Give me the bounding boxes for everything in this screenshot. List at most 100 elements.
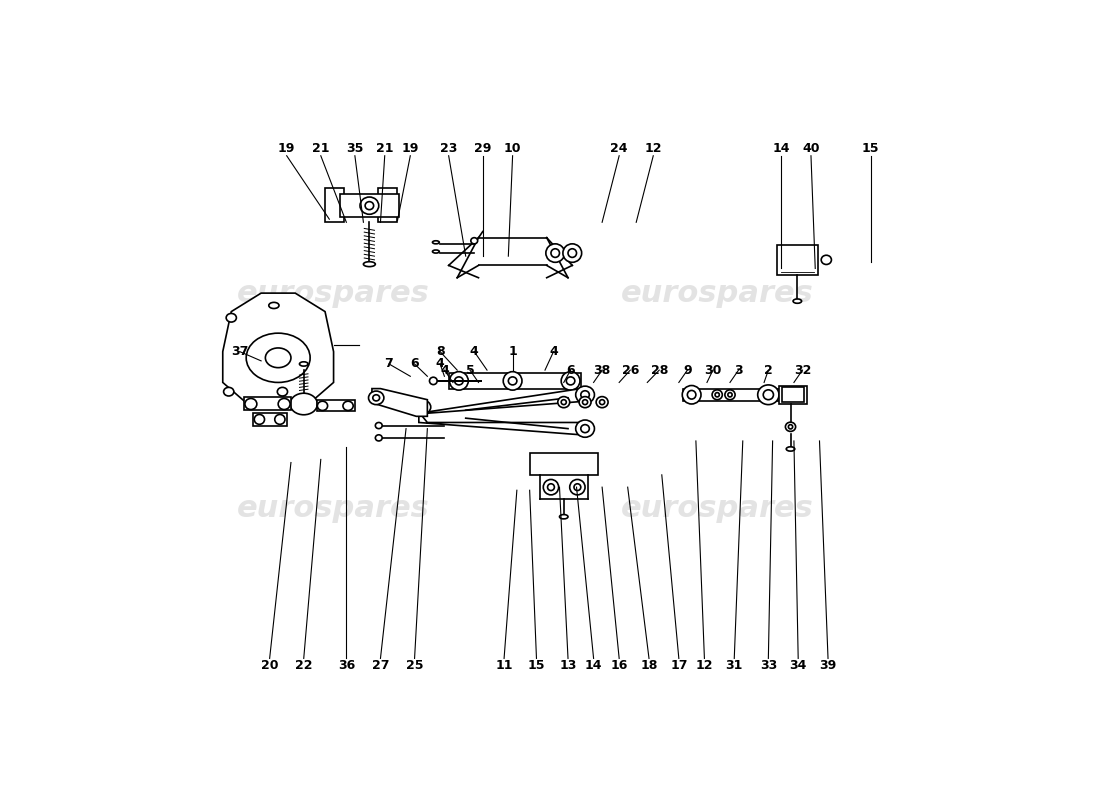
Ellipse shape (223, 387, 234, 396)
Text: 19: 19 (278, 142, 296, 155)
Ellipse shape (725, 390, 735, 400)
Ellipse shape (254, 414, 264, 424)
Text: 12: 12 (645, 142, 662, 155)
Ellipse shape (363, 262, 375, 266)
Bar (378, 188, 397, 222)
Ellipse shape (275, 414, 285, 424)
Text: 15: 15 (862, 142, 879, 155)
Text: 25: 25 (406, 659, 424, 672)
Text: 26: 26 (621, 364, 639, 377)
Ellipse shape (561, 400, 566, 405)
Text: 13: 13 (559, 659, 576, 672)
Text: 2: 2 (764, 364, 772, 377)
Text: 34: 34 (790, 659, 807, 672)
Ellipse shape (227, 314, 236, 322)
Ellipse shape (543, 479, 559, 495)
Bar (449, 373, 581, 389)
Text: 15: 15 (528, 659, 546, 672)
Ellipse shape (343, 402, 353, 410)
Ellipse shape (318, 402, 328, 410)
Bar (326, 188, 344, 222)
Ellipse shape (758, 385, 779, 405)
Ellipse shape (566, 377, 575, 385)
Ellipse shape (558, 397, 570, 408)
Text: 40: 40 (802, 142, 820, 155)
Ellipse shape (548, 484, 554, 490)
Ellipse shape (563, 244, 582, 262)
Ellipse shape (503, 372, 522, 390)
Ellipse shape (450, 372, 469, 390)
Text: 37: 37 (231, 345, 249, 358)
Text: 30: 30 (704, 364, 722, 377)
Text: 18: 18 (640, 659, 658, 672)
Ellipse shape (277, 387, 287, 396)
Text: 4: 4 (470, 345, 478, 358)
Ellipse shape (299, 362, 308, 366)
Ellipse shape (581, 390, 590, 398)
Text: 19: 19 (402, 142, 419, 155)
Text: 14: 14 (585, 659, 603, 672)
Text: 24: 24 (610, 142, 628, 155)
Ellipse shape (365, 202, 374, 210)
Ellipse shape (715, 393, 719, 397)
Text: 36: 36 (338, 659, 355, 672)
Ellipse shape (574, 484, 581, 490)
Text: eurospares: eurospares (238, 494, 430, 523)
Text: 31: 31 (726, 659, 742, 672)
Text: 39: 39 (820, 659, 837, 672)
Text: eurospares: eurospares (620, 278, 814, 308)
Text: 6: 6 (410, 358, 419, 370)
Ellipse shape (688, 390, 696, 399)
Text: 28: 28 (650, 364, 668, 377)
Text: 10: 10 (504, 142, 521, 155)
Ellipse shape (763, 390, 773, 400)
Text: 22: 22 (295, 659, 312, 672)
Text: 1: 1 (508, 345, 517, 358)
Ellipse shape (575, 420, 594, 438)
Text: 21: 21 (376, 142, 394, 155)
Ellipse shape (245, 398, 256, 410)
Ellipse shape (561, 372, 580, 390)
Ellipse shape (375, 435, 382, 441)
Ellipse shape (712, 390, 723, 400)
Polygon shape (419, 389, 590, 414)
Text: 11: 11 (495, 659, 513, 672)
Text: 6: 6 (566, 364, 575, 377)
Text: 35: 35 (346, 142, 364, 155)
Text: 38: 38 (594, 364, 610, 377)
Polygon shape (419, 412, 590, 435)
Ellipse shape (278, 398, 290, 410)
Text: 4: 4 (436, 358, 444, 370)
Text: 21: 21 (312, 142, 330, 155)
Ellipse shape (375, 422, 382, 429)
Text: 5: 5 (465, 364, 474, 377)
Polygon shape (372, 389, 427, 416)
Ellipse shape (560, 514, 568, 519)
Ellipse shape (265, 348, 292, 368)
Ellipse shape (579, 397, 591, 408)
Ellipse shape (596, 397, 608, 408)
Bar (782, 387, 804, 402)
Bar (780, 386, 806, 404)
Ellipse shape (268, 302, 279, 309)
Text: 9: 9 (683, 364, 692, 377)
Ellipse shape (546, 244, 564, 262)
Ellipse shape (786, 447, 795, 451)
Text: 12: 12 (695, 659, 713, 672)
Text: 17: 17 (670, 659, 688, 672)
Ellipse shape (290, 394, 318, 414)
Ellipse shape (600, 400, 605, 405)
Ellipse shape (575, 386, 594, 403)
Ellipse shape (581, 425, 590, 433)
Ellipse shape (246, 333, 310, 382)
Text: 16: 16 (610, 659, 628, 672)
Ellipse shape (454, 377, 463, 385)
Bar (340, 194, 399, 218)
Ellipse shape (793, 299, 802, 303)
Ellipse shape (368, 391, 384, 405)
Ellipse shape (551, 249, 560, 258)
Text: 8: 8 (436, 345, 444, 358)
Text: 4: 4 (549, 345, 558, 358)
Text: 14: 14 (772, 142, 790, 155)
Ellipse shape (822, 255, 832, 265)
